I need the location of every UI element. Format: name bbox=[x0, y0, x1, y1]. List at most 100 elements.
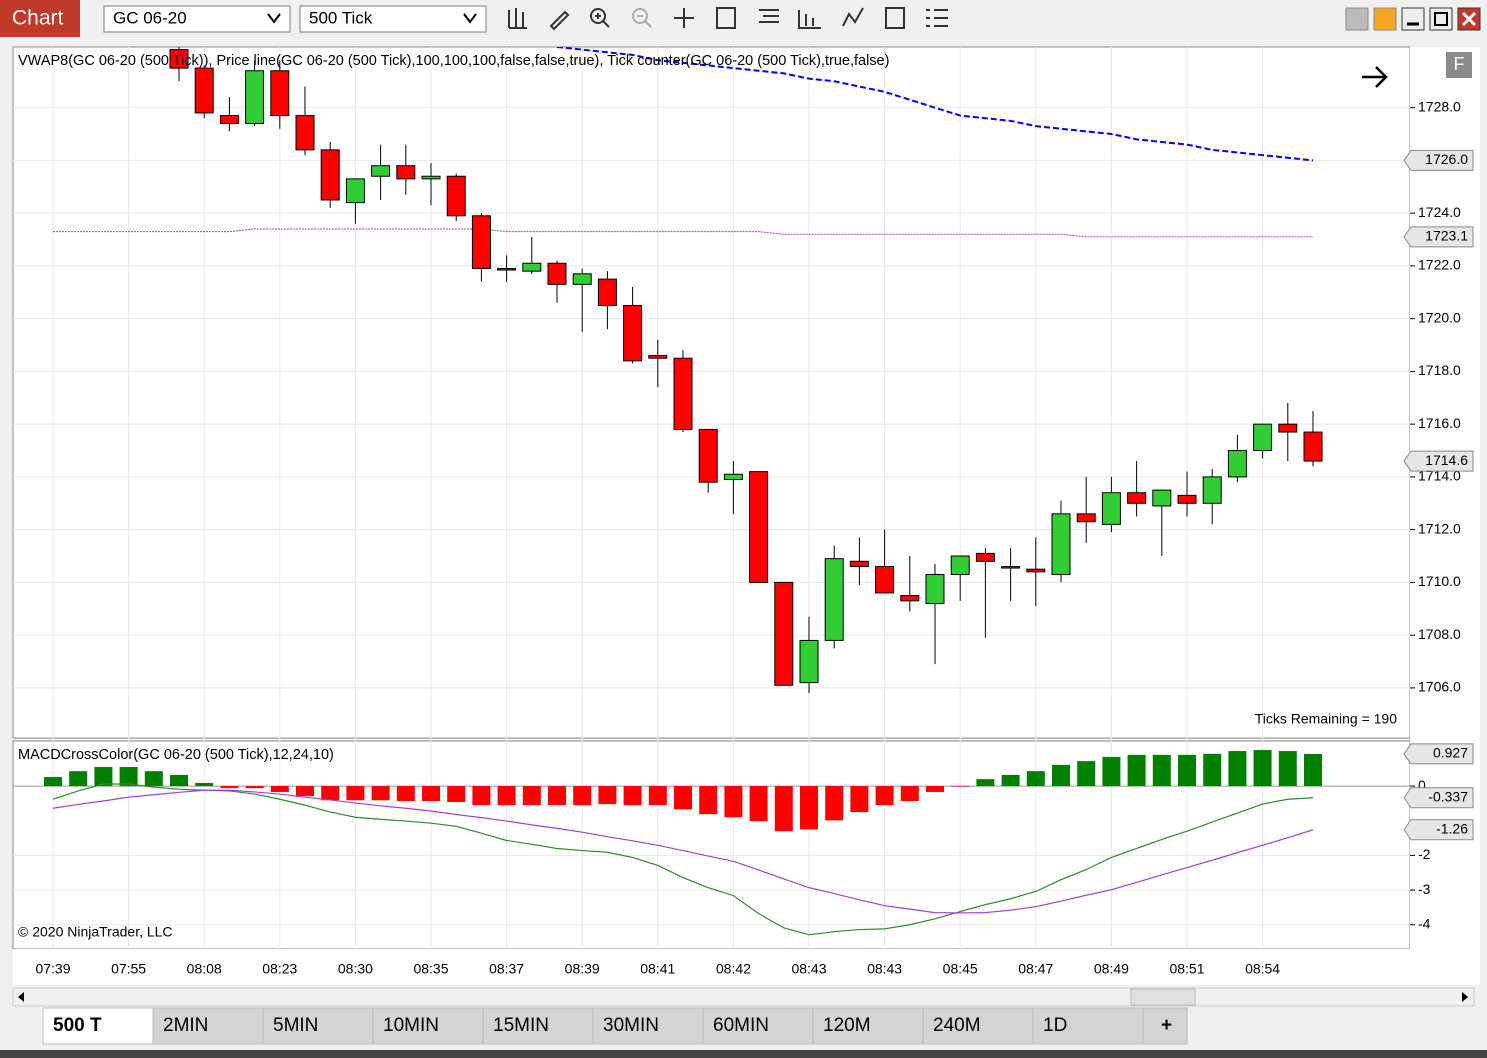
histogram-bar bbox=[195, 782, 214, 787]
price-marker-label: -1.26 bbox=[1436, 820, 1468, 836]
candle-body bbox=[648, 355, 668, 359]
window-button[interactable] bbox=[1345, 7, 1369, 31]
price-marker bbox=[1403, 149, 1474, 171]
x-tick-label: 08:08 bbox=[187, 961, 222, 977]
histogram-bar bbox=[69, 771, 88, 787]
candle-body bbox=[925, 573, 945, 604]
candle-body bbox=[270, 70, 290, 117]
candle-body bbox=[1101, 492, 1121, 525]
x-tick-label: 07:39 bbox=[35, 961, 70, 977]
histogram-bar bbox=[1026, 771, 1045, 787]
histogram-bar bbox=[522, 786, 541, 806]
candle-body bbox=[194, 67, 214, 114]
arrow-icon[interactable] bbox=[1362, 66, 1388, 88]
interval-tab[interactable] bbox=[42, 1007, 154, 1045]
tab-label: 120M bbox=[823, 1015, 871, 1036]
candle-body bbox=[698, 428, 718, 483]
tab-label: 500 T bbox=[53, 1015, 102, 1036]
histogram-bar bbox=[321, 786, 340, 801]
y-tick-label: 1706.0 bbox=[1418, 679, 1461, 695]
histogram-bar bbox=[1278, 751, 1297, 787]
candle-body bbox=[849, 560, 869, 568]
candle-body bbox=[597, 278, 617, 306]
interval-tab[interactable] bbox=[922, 1007, 1034, 1045]
interval-select[interactable] bbox=[299, 5, 487, 33]
price-marker bbox=[1403, 819, 1474, 841]
histogram-bar bbox=[245, 786, 264, 789]
candle-body bbox=[1076, 513, 1096, 523]
x-tick-label: 08:35 bbox=[413, 961, 448, 977]
x-tick-label: 08:43 bbox=[791, 961, 826, 977]
tab-label: + bbox=[1161, 1015, 1172, 1036]
dropdown-arrow bbox=[267, 13, 281, 24]
candle-body bbox=[900, 595, 920, 602]
histogram-bar bbox=[850, 786, 869, 813]
candle-body bbox=[320, 149, 340, 201]
instrument-select[interactable] bbox=[103, 5, 291, 33]
candle-body bbox=[1278, 423, 1298, 433]
histogram-bar bbox=[749, 786, 768, 822]
y-tick-label: 1714.0 bbox=[1418, 468, 1461, 484]
candle-body bbox=[245, 70, 265, 124]
price-marker-label: 1723.1 bbox=[1425, 228, 1468, 244]
indicator-label: VWAP8(GC 06-20 (500 Tick)), Price line(G… bbox=[18, 53, 889, 69]
interval-tab[interactable] bbox=[482, 1007, 594, 1045]
x-tick-label: 08:30 bbox=[338, 961, 373, 977]
x-tick-label: 08:54 bbox=[1245, 961, 1280, 977]
tab-label: 10MIN bbox=[383, 1015, 439, 1036]
price-marker bbox=[1403, 743, 1474, 765]
candle-body bbox=[446, 175, 466, 217]
candle-body bbox=[774, 581, 794, 686]
candle-body bbox=[1026, 568, 1046, 573]
y-tick-label: 1712.0 bbox=[1418, 520, 1461, 536]
toolbar-icons[interactable] bbox=[508, 7, 948, 31]
candle-body bbox=[371, 165, 391, 177]
histogram-bar bbox=[699, 786, 718, 815]
scrollbar[interactable] bbox=[12, 987, 1475, 1007]
interval-tab[interactable] bbox=[152, 1007, 264, 1045]
histogram-bar bbox=[220, 786, 239, 789]
histogram-bar bbox=[1228, 751, 1247, 787]
histogram-bar bbox=[422, 786, 440, 801]
x-tick-label: 08:39 bbox=[565, 961, 600, 977]
candle-body bbox=[572, 273, 592, 285]
candle-body bbox=[623, 304, 643, 362]
series-line bbox=[52, 789, 1314, 914]
y-tick-label: 0 bbox=[1418, 777, 1426, 793]
candle-body bbox=[673, 357, 693, 430]
x-tick-label: 08:47 bbox=[1018, 961, 1053, 977]
maximize-button[interactable] bbox=[1429, 7, 1453, 31]
time-axis-area bbox=[13, 949, 1480, 985]
histogram-bar bbox=[1178, 754, 1196, 787]
plot-area bbox=[44, 750, 1322, 936]
y-tick-label: 1710.0 bbox=[1418, 573, 1461, 589]
candle-body bbox=[1202, 476, 1222, 504]
interval-tab[interactable] bbox=[372, 1007, 484, 1045]
tab-label: 30MIN bbox=[603, 1015, 659, 1036]
histogram-bar bbox=[598, 786, 617, 805]
interval-tab[interactable] bbox=[1142, 1007, 1188, 1045]
candle-body bbox=[547, 262, 567, 285]
price-marker-label: 1726.0 bbox=[1425, 151, 1468, 167]
scroll-thumb[interactable] bbox=[1130, 988, 1196, 1006]
candle-body bbox=[1152, 489, 1172, 507]
interval-tab[interactable] bbox=[592, 1007, 704, 1045]
interval-tab[interactable] bbox=[702, 1007, 814, 1045]
histogram-bar bbox=[1077, 761, 1096, 787]
histogram-bar bbox=[472, 786, 491, 806]
interval-tab[interactable] bbox=[812, 1007, 924, 1045]
x-tick-label: 08:51 bbox=[1169, 961, 1204, 977]
x-tick-label: 07:55 bbox=[111, 961, 146, 977]
candle-body bbox=[219, 115, 239, 124]
tab-label: 240M bbox=[933, 1015, 981, 1036]
histogram-bar bbox=[497, 786, 516, 806]
instrument-text: GC 06-20 bbox=[113, 8, 187, 27]
histogram-bar bbox=[573, 786, 592, 806]
y-tick-label: 1724.0 bbox=[1418, 204, 1461, 220]
minimize-button[interactable] bbox=[1401, 7, 1425, 31]
histogram-bar bbox=[1203, 753, 1222, 787]
value-axis-area bbox=[1410, 47, 1480, 949]
window-button[interactable] bbox=[1373, 7, 1397, 31]
f-button[interactable] bbox=[1446, 52, 1472, 78]
candle-body bbox=[1001, 566, 1021, 569]
